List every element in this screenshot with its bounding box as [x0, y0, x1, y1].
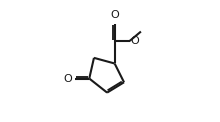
Text: O: O: [110, 10, 119, 20]
Text: O: O: [64, 74, 72, 84]
Text: O: O: [131, 36, 139, 46]
